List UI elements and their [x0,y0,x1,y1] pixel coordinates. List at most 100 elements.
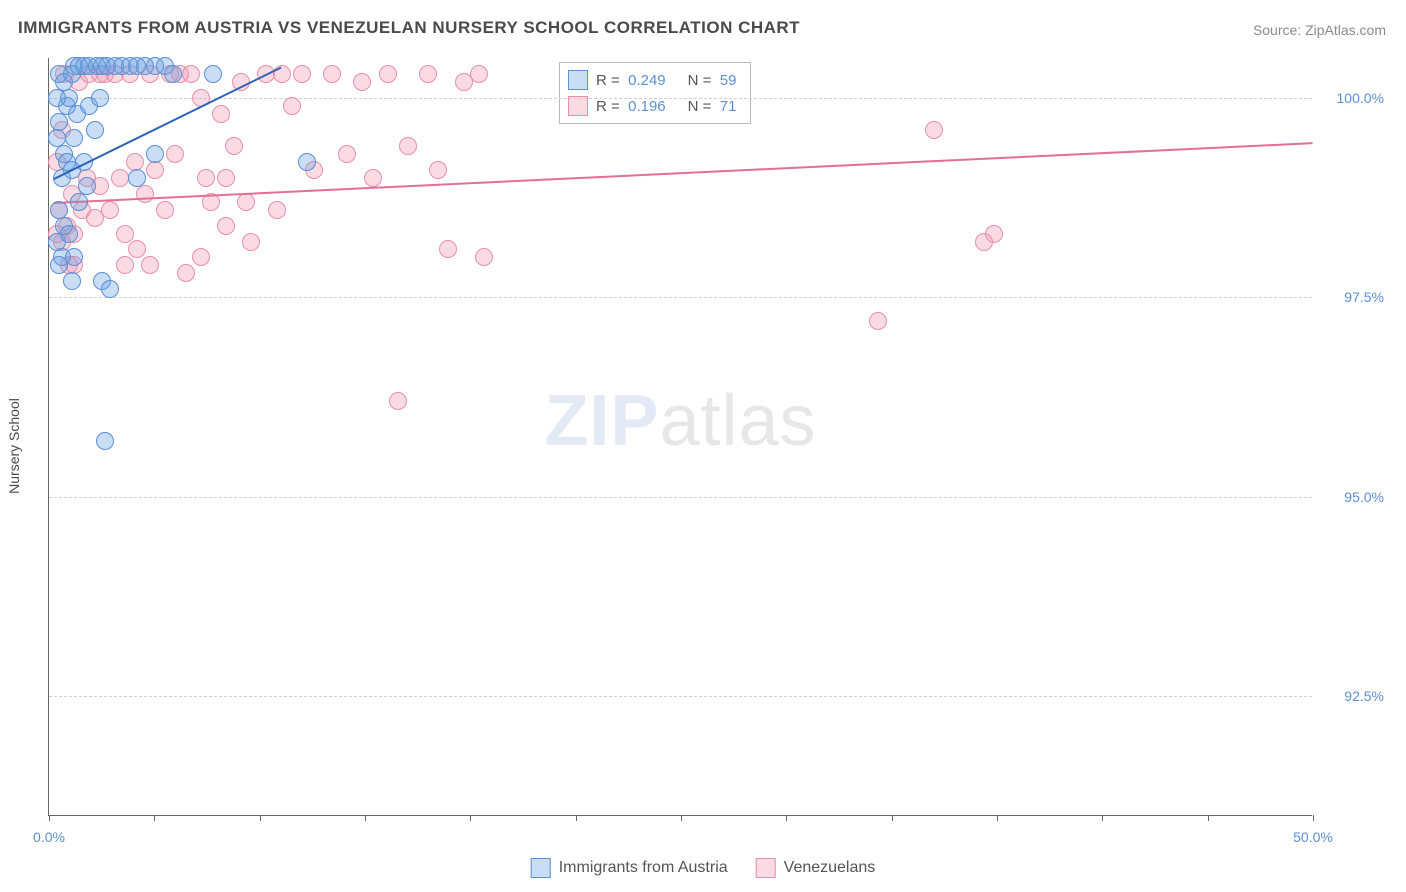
point-venezuela [869,312,887,330]
bottom-legend-item-venezuela: Venezuelans [756,858,876,878]
x-tick [576,815,577,821]
point-austria [101,280,119,298]
point-venezuela [177,264,195,282]
point-venezuela [225,137,243,155]
point-venezuela [217,217,235,235]
y-tick-label: 95.0% [1320,489,1384,505]
x-tick [1102,815,1103,821]
point-venezuela [283,97,301,115]
point-venezuela [338,145,356,163]
point-venezuela [242,233,260,251]
legend-n-venezuela: N = 71 [688,98,737,115]
point-austria [70,193,88,211]
swatch-icon [531,858,551,878]
x-tick [154,815,155,821]
scatter-plot: ZIPatlas R = 0.249N = 59R = 0.196N = 71 … [48,58,1312,816]
point-austria [48,129,66,147]
x-tick [681,815,682,821]
gridline [49,297,1312,298]
point-venezuela [156,201,174,219]
x-tick [1313,815,1314,821]
point-austria [128,169,146,187]
y-axis-label: Nursery School [6,398,22,494]
point-venezuela [268,201,286,219]
point-austria [65,248,83,266]
point-austria [65,129,83,147]
point-austria [298,153,316,171]
legend-n-austria: N = 59 [688,72,737,89]
point-austria [78,177,96,195]
point-venezuela [192,248,210,266]
point-venezuela [470,65,488,83]
gridline [49,696,1312,697]
point-venezuela [146,161,164,179]
legend-r-venezuela: R = 0.196 [596,98,666,115]
point-venezuela [116,256,134,274]
point-venezuela [399,137,417,155]
point-venezuela [293,65,311,83]
point-venezuela [116,225,134,243]
x-tick [470,815,471,821]
legend-r-austria: R = 0.249 [596,72,666,89]
swatch-icon [756,858,776,878]
point-venezuela [101,201,119,219]
x-tick [1208,815,1209,821]
point-austria [63,272,81,290]
x-tick [365,815,366,821]
x-tick [997,815,998,821]
point-venezuela [237,193,255,211]
point-venezuela [212,105,230,123]
legend-row-austria: R = 0.249 N = 59 [568,67,736,93]
legend-label: Venezuelans [784,859,876,877]
point-austria [204,65,222,83]
point-austria [50,113,68,131]
x-tick [260,815,261,821]
x-tick-label: 0.0% [33,829,65,845]
x-tick [786,815,787,821]
point-venezuela [323,65,341,83]
x-tick-label: 50.0% [1293,829,1333,845]
legend-swatch-austria [568,70,588,90]
point-venezuela [429,161,447,179]
point-austria [91,89,109,107]
point-venezuela [128,240,146,258]
legend-label: Immigrants from Austria [559,859,728,877]
trendline-venezuela [54,142,1313,204]
point-venezuela [925,121,943,139]
point-venezuela [182,65,200,83]
watermark: ZIPatlas [544,380,816,462]
point-venezuela [389,392,407,410]
gridline [49,497,1312,498]
source-label: Source: ZipAtlas.com [1253,22,1386,38]
point-austria [63,65,81,83]
point-venezuela [475,248,493,266]
point-venezuela [353,73,371,91]
point-venezuela [985,225,1003,243]
point-austria [96,432,114,450]
chart-title: IMMIGRANTS FROM AUSTRIA VS VENEZUELAN NU… [18,18,800,38]
point-venezuela [419,65,437,83]
legend-row-venezuela: R = 0.196 N = 71 [568,93,736,119]
point-austria [164,65,182,83]
point-venezuela [166,145,184,163]
y-tick-label: 97.5% [1320,289,1384,305]
series-legend: Immigrants from Austria Venezuelans [531,858,876,878]
point-venezuela [111,169,129,187]
point-venezuela [439,240,457,258]
x-tick [49,815,50,821]
point-venezuela [364,169,382,187]
point-austria [146,145,164,163]
point-venezuela [197,169,215,187]
bottom-legend-item-austria: Immigrants from Austria [531,858,728,878]
point-austria [86,121,104,139]
point-venezuela [217,169,235,187]
point-austria [48,89,66,107]
point-austria [60,225,78,243]
legend-swatch-venezuela [568,96,588,116]
point-venezuela [379,65,397,83]
x-tick [892,815,893,821]
gridline [49,98,1312,99]
correlation-legend: R = 0.249 N = 59 R = 0.196 N = 71 [559,62,751,124]
y-tick-label: 100.0% [1320,90,1384,106]
y-tick-label: 92.5% [1320,688,1384,704]
